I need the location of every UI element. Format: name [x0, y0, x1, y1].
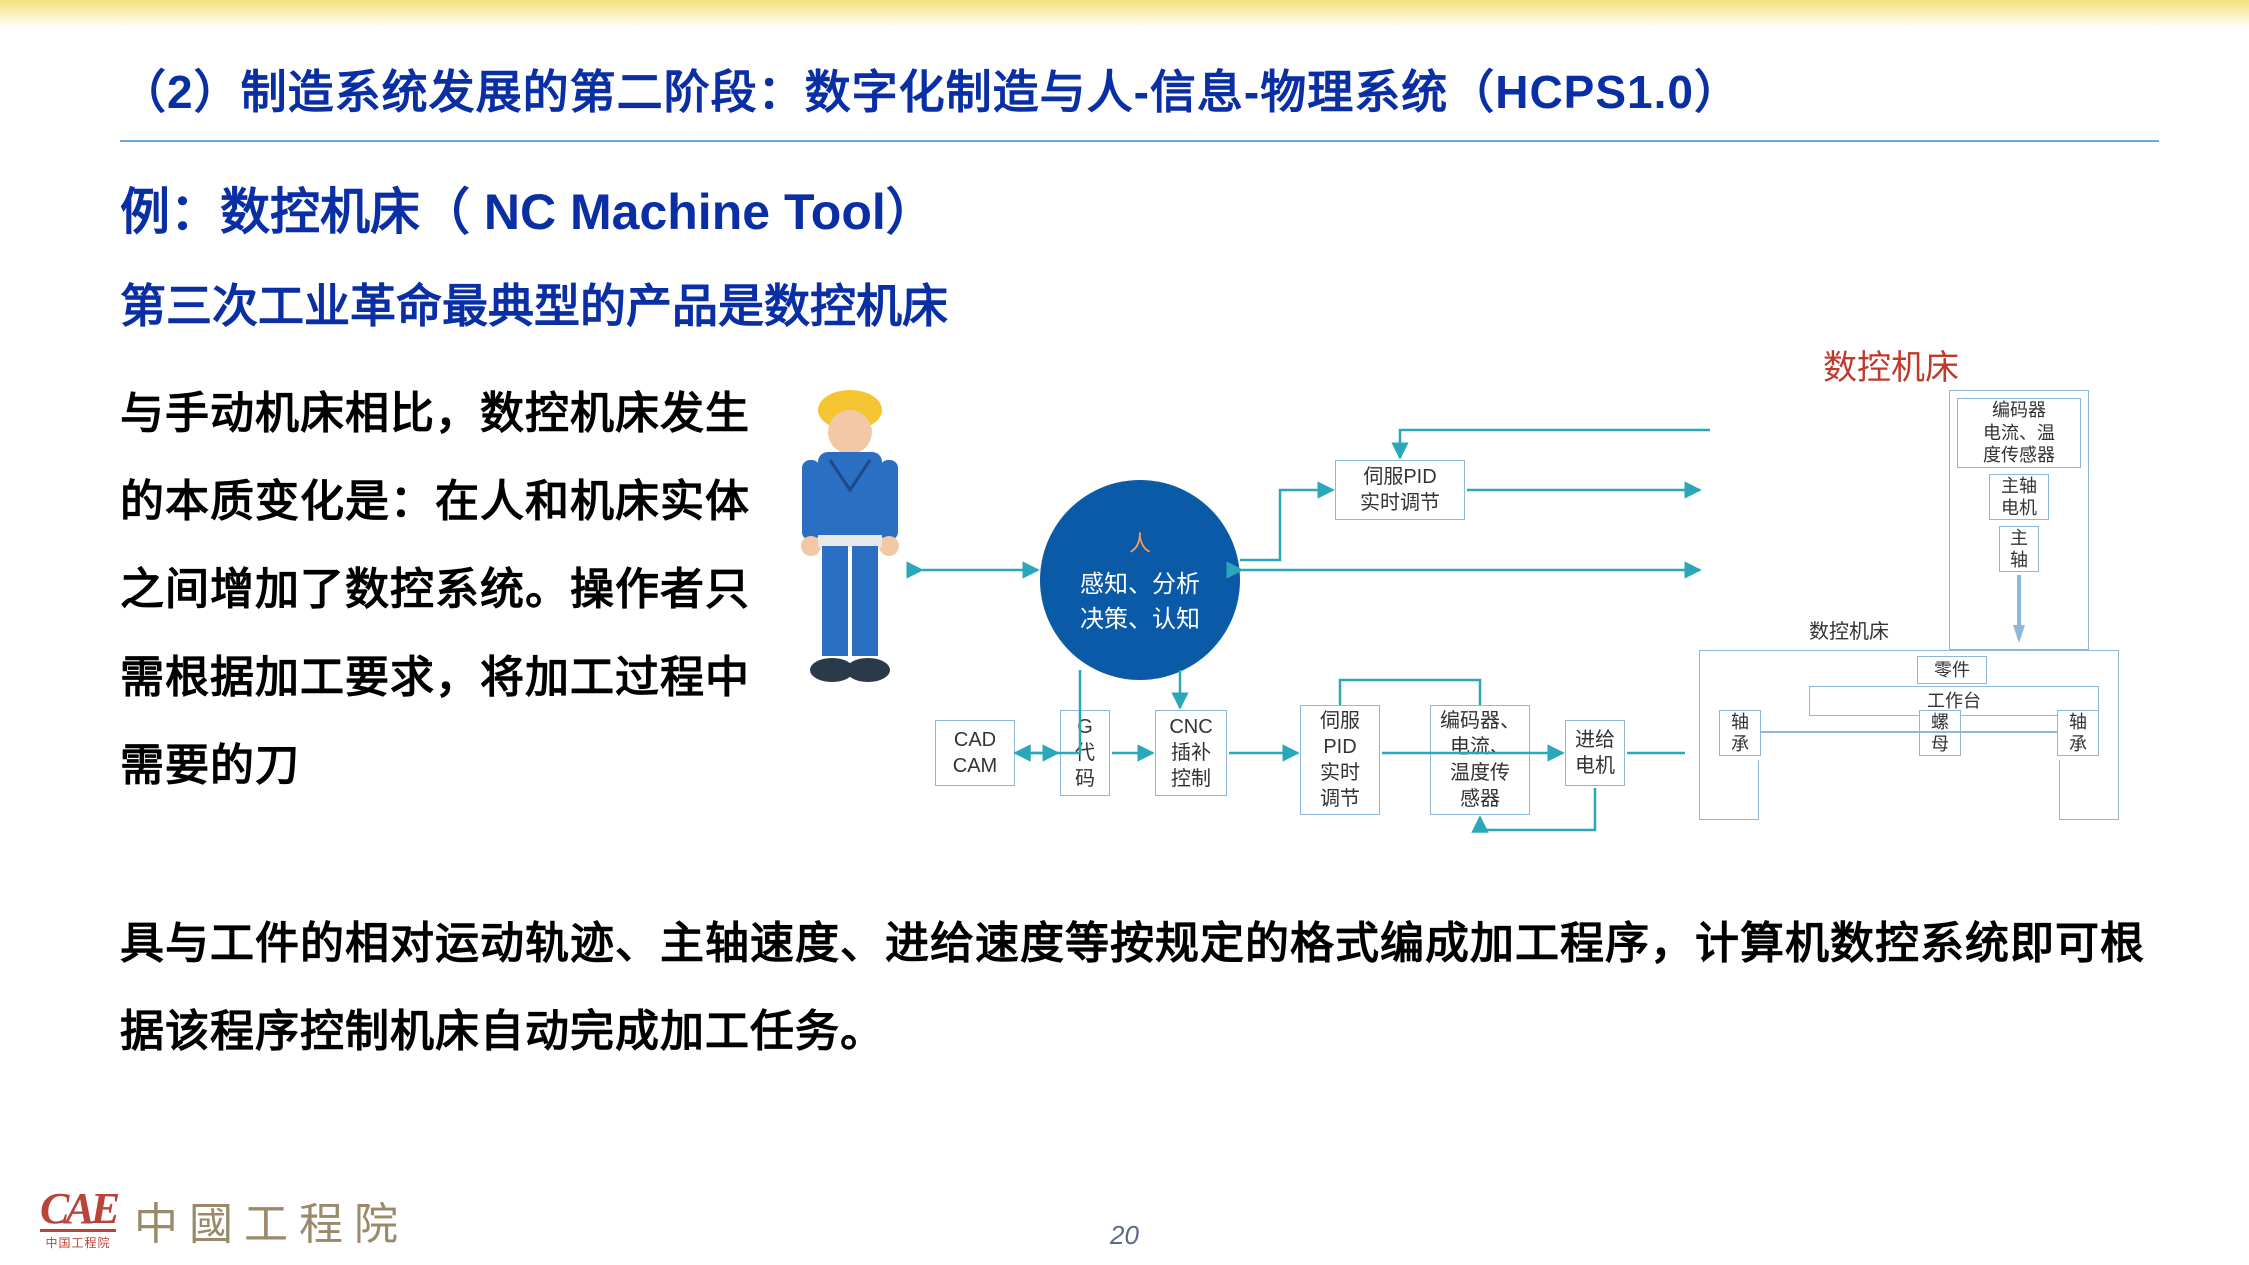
connection-lines — [780, 370, 2159, 890]
page-number: 20 — [1110, 1220, 1139, 1251]
flow-diagram: 数控机床 人 感知、分析 — [780, 370, 2159, 890]
slide-header: （2）制造系统发展的第二阶段：数字化制造与人-信息-物理系统（HCPS1.0） — [120, 56, 2159, 142]
footer-org-name: 中 國 工 程 院 — [134, 1188, 398, 1252]
footer-logo: CAE 中国工程院 中 國 工 程 院 — [40, 1188, 398, 1252]
slide-content: （2）制造系统发展的第二阶段：数字化制造与人-信息-物理系统（HCPS1.0） … — [0, 0, 2249, 1265]
body-text-left: 与手动机床相比，数控机床发生的本质变化是：在人和机床实体之间增加了数控系统。操作… — [120, 370, 750, 810]
cae-logo-mark: CAE 中国工程院 — [40, 1189, 116, 1251]
example-title: 例：数控机床（ NC Machine Tool） — [120, 172, 2159, 244]
content-row: 与手动机床相比，数控机床发生的本质变化是：在人和机床实体之间增加了数控系统。操作… — [120, 370, 2159, 890]
body-text-wide: 具与工件的相对运动轨迹、主轴速度、进给速度等按规定的格式编成加工程序，计算机数控… — [120, 900, 2159, 1076]
bold-subtitle: 第三次工业革命最典型的产品是数控机床 — [120, 270, 2159, 336]
